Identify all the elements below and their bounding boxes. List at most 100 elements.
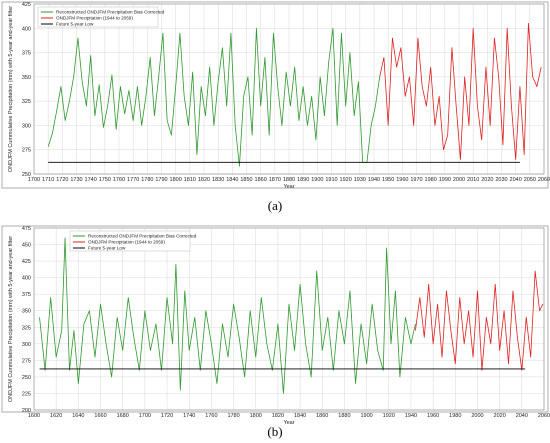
y-axis-label: ONDJFM Cummulative Precipitation (mm) wi… [8, 6, 14, 172]
y-tick-label: 325 [22, 99, 31, 105]
legend-entry: ONDJFM Precipitation (1944 to 2059) [56, 16, 133, 21]
x-tick-label: 1940 [405, 413, 417, 419]
y-tick-label: 250 [22, 375, 31, 381]
y-tick-label: 350 [22, 309, 31, 315]
x-tick-label: 1900 [311, 177, 323, 183]
x-tick-label: 1770 [127, 177, 139, 183]
x-axis-label: Year [283, 420, 294, 426]
x-tick-label: 1790 [155, 177, 167, 183]
x-tick-label: 1800 [170, 177, 182, 183]
x-tick-label: 1950 [382, 177, 394, 183]
x-tick-label: 1780 [141, 177, 153, 183]
y-axis-label: ONDJFM Cummulative Precipitation (mm) wi… [8, 236, 14, 402]
panel-label: (a) [268, 198, 282, 213]
x-tick-label: 1980 [425, 177, 437, 183]
x-tick-label: 1840 [294, 413, 306, 419]
legend-box [37, 6, 159, 28]
y-tick-label: 200 [22, 408, 31, 414]
legend-entry: Future 5-year Low [56, 22, 94, 27]
x-tick-label: 1620 [50, 413, 62, 419]
x-tick-label: 1970 [410, 177, 422, 183]
series-ondjfm-precip-line [414, 270, 544, 371]
x-tick-label: 1860 [316, 413, 328, 419]
panel-label: (b) [267, 424, 282, 439]
x-tick-label: 1710 [42, 177, 54, 183]
x-tick-label: 1980 [449, 413, 461, 419]
legend: Reconstructed ONDJFM Precipitation Bias … [69, 230, 197, 252]
series-reconstructed-line [39, 237, 416, 394]
y-tick-label: 275 [22, 358, 31, 364]
y-tick-label: 250 [22, 172, 31, 178]
x-tick-label: 2030 [495, 177, 507, 183]
x-tick-label: 2000 [453, 177, 465, 183]
x-tick-label: 1820 [198, 177, 210, 183]
y-tick-label: 475 [22, 226, 31, 232]
chart-panel-a: 1700 1710 1720 1730 1740 1750 1760 1770 1780 1790… [1, 1, 550, 190]
y-tick-label: 225 [22, 391, 31, 397]
y-tick-label: 450 [22, 243, 31, 249]
x-tick-label: 1930 [354, 177, 366, 183]
x-tick-label: 1830 [212, 177, 224, 183]
plot-area [33, 3, 545, 175]
y-tick-label: 350 [22, 75, 31, 81]
x-tick-label: 1870 [269, 177, 281, 183]
x-tick-label: 1820 [272, 413, 284, 419]
legend: Reconstructed ONDJFM Precipitation Bias … [37, 6, 165, 28]
legend-entry: ONDJFM Precipitation (1944 to 2059) [88, 240, 165, 245]
x-tick-label: 1800 [250, 413, 262, 419]
legend-entry: Reconstructed ONDJFM Precipitation Bias … [56, 10, 165, 15]
x-axis-label: Year [283, 184, 294, 190]
x-tick-label: 1640 [72, 413, 84, 419]
x-tick-label: 1700 [139, 413, 151, 419]
x-tick-label: 1840 [226, 177, 238, 183]
x-tick-label: 1960 [396, 177, 408, 183]
y-tick-label: 425 [22, 2, 31, 8]
y-tick-label: 400 [22, 276, 31, 282]
x-tick-label: 1990 [439, 177, 451, 183]
x-tick-label: 2000 [471, 413, 483, 419]
y-tick-label: 300 [22, 342, 31, 348]
x-tick-label: 2020 [481, 177, 493, 183]
x-tick-label: 2020 [494, 413, 506, 419]
chart-panel-b: 1600 1620 1640 1660 1680 1700 1720 1740 1760 1780… [1, 225, 550, 426]
x-tick-label: 1890 [297, 177, 309, 183]
x-tick-label: 1920 [340, 177, 352, 183]
x-tick-label: 1600 [28, 413, 40, 419]
x-tick-label: 1720 [161, 413, 173, 419]
x-tick-label: 1740 [183, 413, 195, 419]
x-tick-label: 1920 [383, 413, 395, 419]
x-tick-label: 1660 [94, 413, 106, 419]
x-tick-label: 2010 [467, 177, 479, 183]
x-tick-label: 1730 [70, 177, 82, 183]
x-tick-label: 1940 [368, 177, 380, 183]
x-tick-label: 1740 [85, 177, 97, 183]
x-tick-label: 1960 [427, 413, 439, 419]
x-tick-label: 1850 [240, 177, 252, 183]
x-tick-label: 1760 [113, 177, 125, 183]
y-tick-label: 275 [22, 148, 31, 154]
y-tick-label: 400 [22, 26, 31, 32]
x-tick-label: 2060 [538, 177, 550, 183]
x-tick-label: 1700 [28, 177, 40, 183]
x-tick-label: 1720 [56, 177, 68, 183]
plot-area [33, 227, 545, 411]
x-tick-label: 1880 [338, 413, 350, 419]
x-tick-label: 1910 [325, 177, 337, 183]
x-tick-label: 2040 [510, 177, 522, 183]
chart-frame [1, 225, 549, 413]
series-ondjfm-precip-line [379, 23, 542, 160]
x-tick-label: 2060 [538, 413, 550, 419]
series-reconstructed-line [47, 27, 381, 167]
x-tick-label: 1760 [205, 413, 217, 419]
legend-box [69, 230, 191, 252]
x-tick-label: 2040 [516, 413, 528, 419]
x-tick-label: 1860 [255, 177, 267, 183]
y-tick-label: 325 [22, 325, 31, 331]
x-tick-label: 1900 [360, 413, 372, 419]
x-tick-label: 1750 [99, 177, 111, 183]
x-tick-label: 1810 [184, 177, 196, 183]
x-tick-label: 1780 [227, 413, 239, 419]
y-tick-label: 300 [22, 123, 31, 129]
x-tick-label: 1680 [117, 413, 129, 419]
